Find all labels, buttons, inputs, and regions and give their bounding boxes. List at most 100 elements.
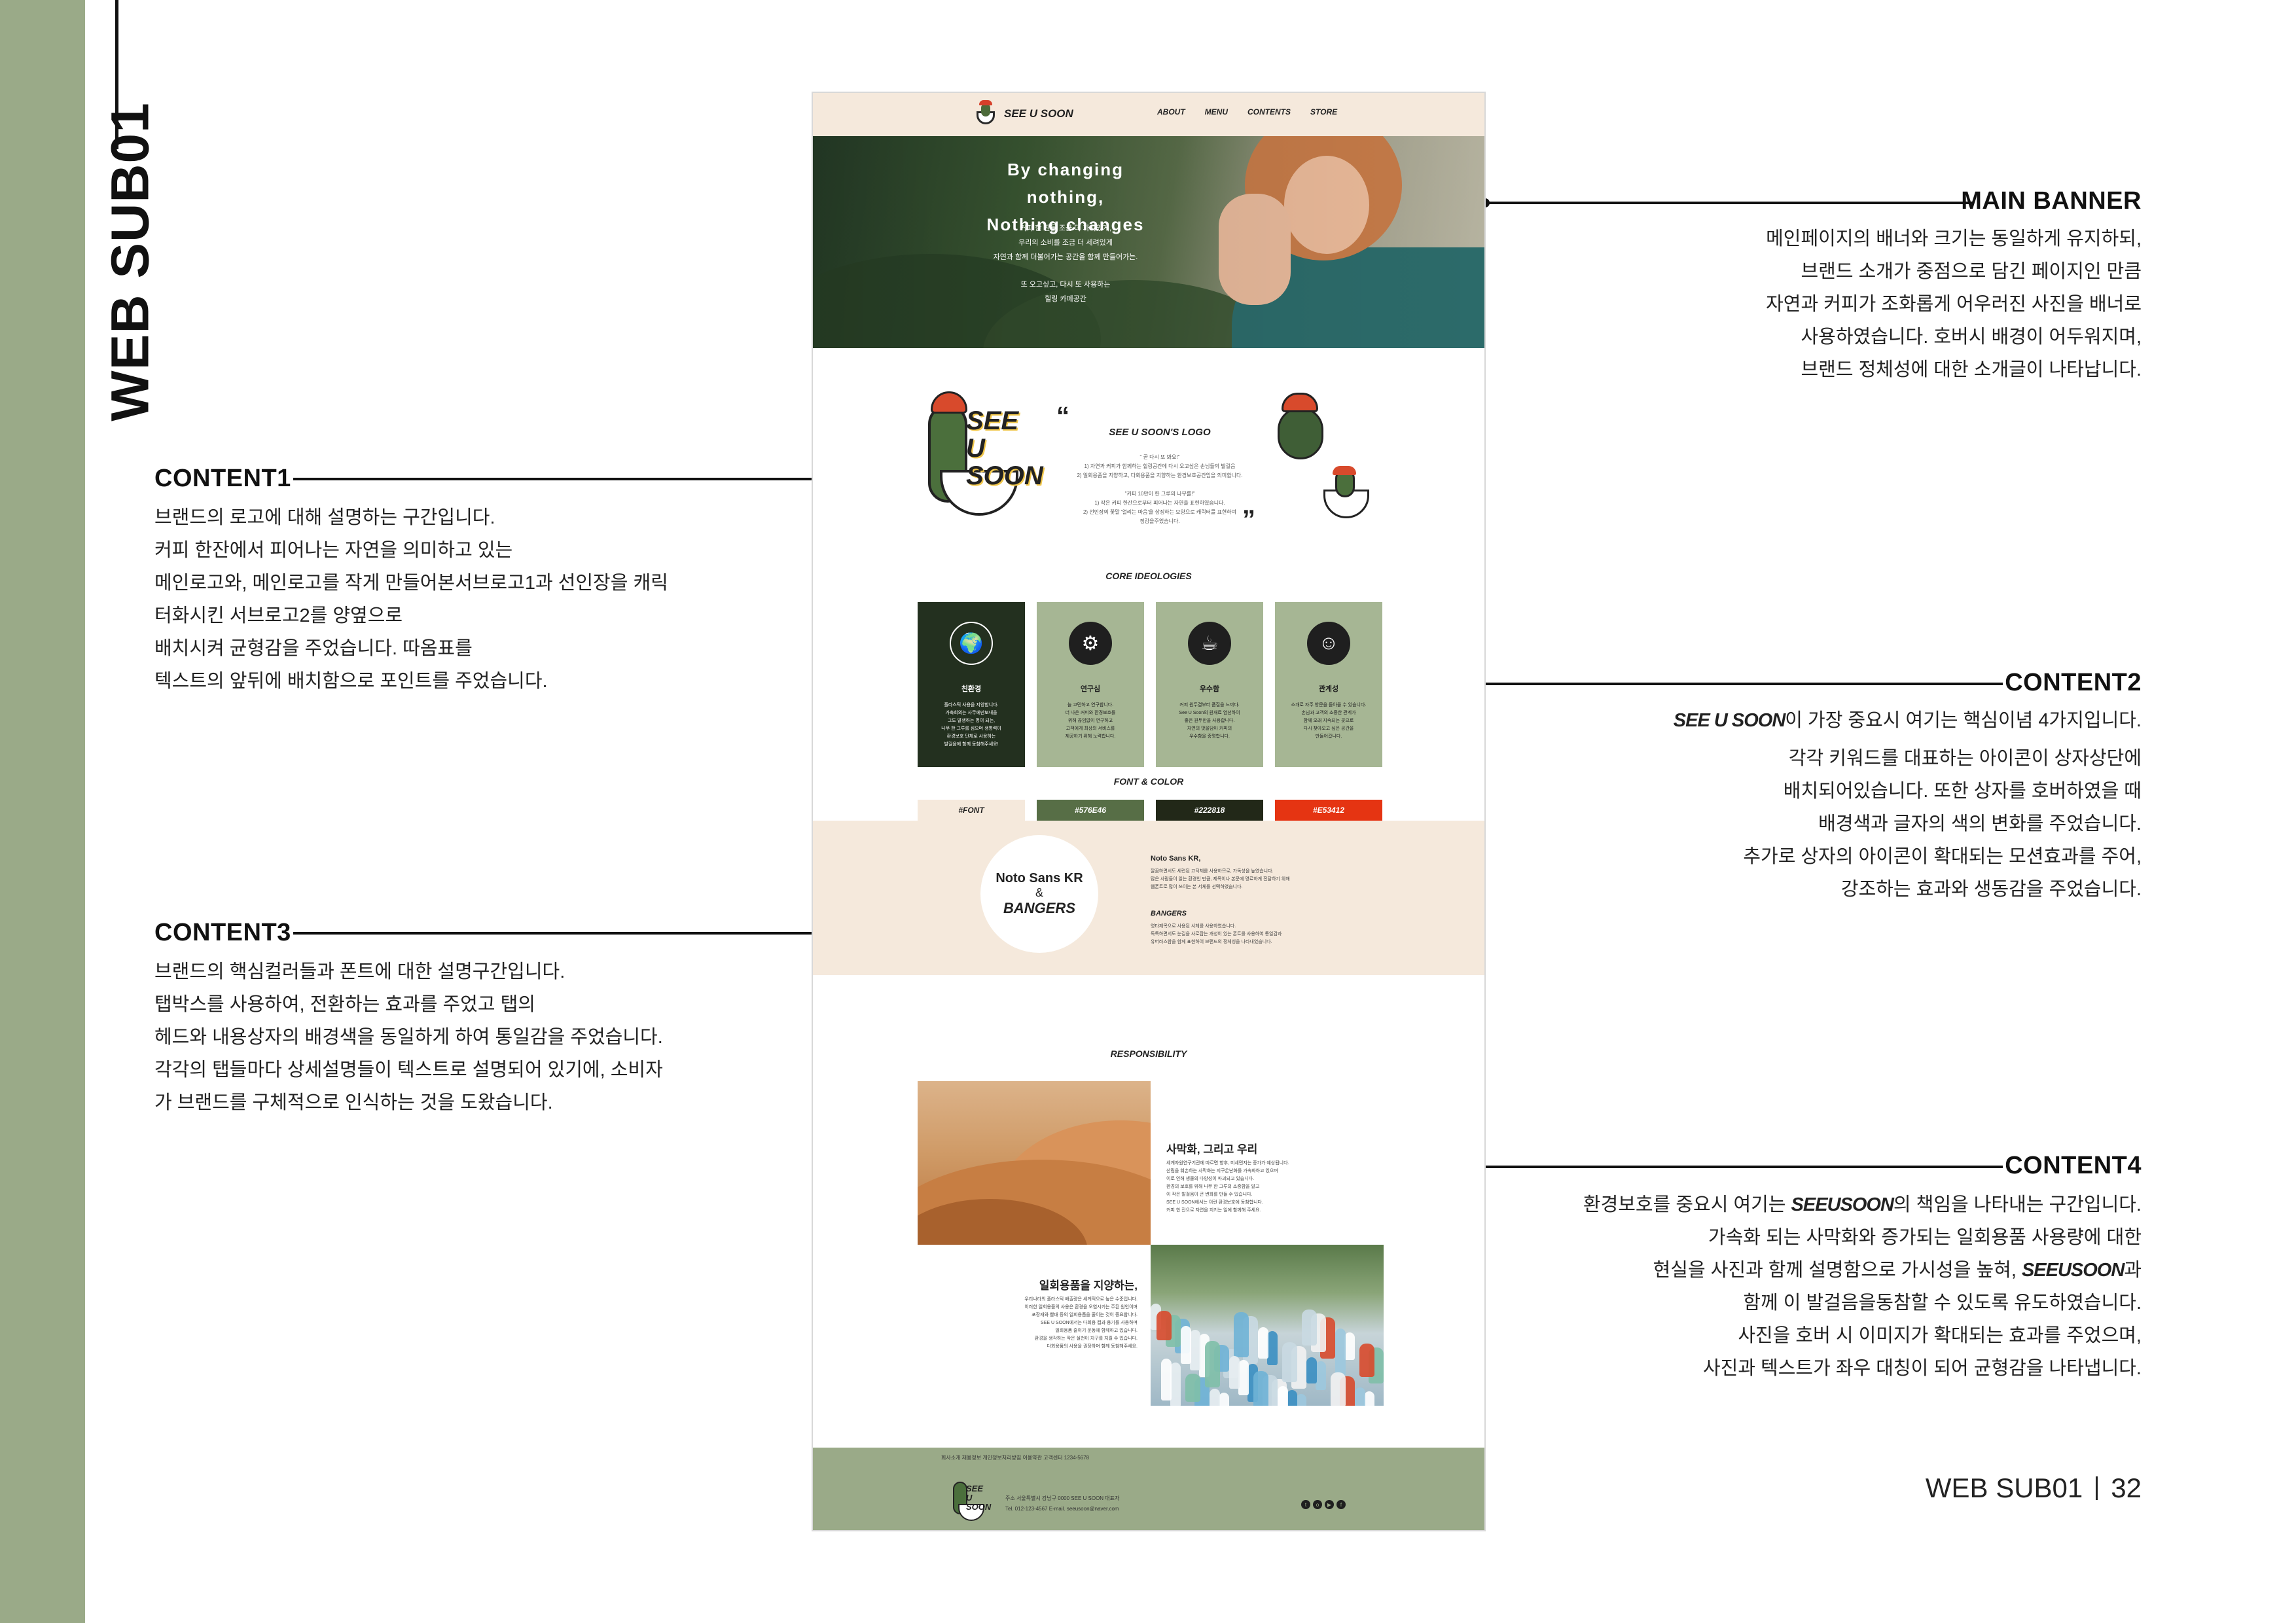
mock-nav-menu: ABOUT MENU CONTENTS STORE [1157,107,1337,116]
mock-nav-logo[interactable]: SEE U SOON [974,100,1073,126]
bottle-shape [1205,1341,1220,1387]
bottle-shape [1278,1386,1288,1406]
twitter-icon[interactable]: t [1301,1500,1310,1509]
content4-title: CONTENT4 [2005,1152,2142,1179]
bottle-shape [1364,1391,1374,1406]
main-logo-illustration: SEE U SOON [918,385,1043,516]
font1-desc: 깔끔하면서도 세련된 고딕체를 사용하므로, 가독성을 높였습니다. 많은 사람… [1151,869,1290,889]
bottle-shape [1335,1329,1346,1376]
banner-leader-line [1483,202,1974,204]
desert-image[interactable] [918,1081,1151,1245]
gear-head-icon: ⚙ [1069,622,1112,665]
font-color-tab-1[interactable]: #FONT [918,800,1025,821]
people-connect-icon: ☺ [1307,622,1350,665]
content2-first-text: 이 가장 중요시 여기는 핵심이념 4가지입니다. [1785,710,2142,731]
nav-item-menu[interactable]: MENU [1204,107,1229,116]
facebook-icon[interactable]: f [1336,1500,1346,1509]
mock-responsibility-section: RESPONSIBILITY 사막화, 그리고 우리 세계자원연구기관에 따르면… [813,1022,1484,1441]
mock-logo-section: SEE U SOON “ SEE U SOON'S LOGO " 곧 다시 또 … [813,348,1484,564]
content2-leader-line [1469,683,2003,685]
core-card-1[interactable]: 🌍 친환경 플라스틱 사용을 지양합니다. 가축회의는 사무에만보내을 그도 발생하… [918,602,1025,767]
page-footer: WEB SUB01 32 [1926,1472,2142,1504]
font-color-title: FONT & COLOR [1113,776,1184,787]
mock-footer: 회사소개 채용정보 개인정보처리방침 이용약관 고객센터 1234-5678 S… [813,1448,1484,1530]
core-card-desc: 늘 고민하고 연구합니다. 더 나은 커피와 환경보호를 위해 끊임없이 연구하… [1065,703,1116,739]
font-color-tab-2[interactable]: #576E46 [1037,800,1144,821]
core-card-name: 연구심 [1080,685,1101,693]
content4-body: 함께 이 발걸음을동참할 수 있도록 유도하였습니다. 사진을 호버 시 이미지… [1702,1293,2142,1379]
plastic-bottles-image[interactable] [1151,1245,1384,1406]
content3-leader-line [293,932,823,935]
bottle-shape [1190,1330,1200,1370]
banner-desc-2: 또 오고싶고, 다시 또 사용하는 힐링 카페공간 [1020,281,1111,303]
bottle-shape [1210,1389,1220,1406]
main-banner-title: MAIN BANNER [1961,187,2142,215]
bottle-shape [1287,1390,1297,1406]
content4-brand-1: SEEUSOON [1791,1194,1894,1215]
main-logo-wordmark: SEE U SOON [966,406,1043,490]
bottle-shape [1238,1360,1249,1395]
youtube-icon[interactable]: ▶ [1325,1500,1334,1509]
bottle-shape [1282,1342,1297,1382]
bottle-shape [1185,1374,1200,1402]
main-banner-body: 메인페이지의 배너와 크기는 동일하게 유지하되, 브랜드 소개가 중점으로 담… [1766,228,2142,380]
content2-title: CONTENT2 [2005,669,2142,696]
content4-line3: 현실을 사진과 함께 설명함으로 가시성을 높혀, SEEUSOON과 [1487,1254,2142,1287]
coffee-bean-icon: ☕ [1188,622,1231,665]
content4-line1: 환경보호를 중요시 여기는 SEEUSOON의 책임을 나타내는 구간입니다. [1487,1188,2142,1221]
content4-line1-pre: 환경보호를 중요시 여기는 [1583,1194,1791,1215]
mock-main-banner[interactable]: By changing nothing, Nothing changes 커피 … [813,136,1484,348]
instagram-icon[interactable]: o [1313,1500,1322,1509]
sub-logo-cup [1317,466,1376,525]
nav-item-contents[interactable]: CONTENTS [1247,107,1291,116]
content3-body: 브랜드의 핵심컬러들과 폰트에 대한 설명구간입니다. 탭박스를 사용하여, 전… [154,961,663,1113]
bottle-shape [1359,1344,1374,1377]
bottle-shape [1296,1394,1306,1406]
content4-brand-2: SEEUSOON [2021,1260,2125,1281]
bottle-shape [1181,1326,1191,1364]
globe-hands-icon: 🌍 [950,622,993,665]
font-color-tab-3[interactable]: #222818 [1156,800,1263,821]
footer-divider [2096,1476,2098,1500]
font2-desc: 영타제목으로 사용된 서체를 사용하였습니다. 독특하면서도 눈길을 사로잡는 … [1151,924,1282,944]
content4-line2: 가속화 되는 사막화와 증가되는 일회용품 사용량에 대한 [1708,1227,2142,1248]
font2-title: BANGERS [1151,910,1187,918]
content4-line1-post: 의 책임을 나타내는 구간입니다. [1893,1194,2142,1215]
font-sample-noto: Noto Sans KR [996,871,1083,885]
content1-title: CONTENT1 [154,465,291,492]
nav-item-store[interactable]: STORE [1310,107,1338,116]
core-card-name: 관계성 [1318,685,1339,693]
content2-brand: SEE U SOON [1673,710,1785,731]
core-card-name: 친환경 [961,685,982,693]
bottle-shape [1306,1357,1317,1383]
responsibility-title: RESPONSIBILITY [1110,1048,1187,1059]
footer-social-icons: t o ▶ f [1301,1500,1346,1509]
content2-first-line: SEE U SOON이 가장 중요시 여기는 핵심이념 4가지입니다. [1552,704,2142,737]
nav-item-about[interactable]: ABOUT [1157,107,1185,116]
mock-nav-bar: SEE U SOON ABOUT MENU CONTENTS STORE [813,93,1484,136]
bottle-shape [1170,1363,1181,1406]
bottle-shape [1302,1310,1317,1346]
content4-leader-line [1469,1166,2003,1168]
side-color-bar [0,0,85,1623]
font-tab-panel: Noto Sans KR & BANGERS Noto Sans KR, 깔끔하… [813,821,1484,975]
logo-section-text: " 곧 다시 또 봐요!" 1) 자연과 커피가 함께하는 힐링공간에 다시 오… [1077,454,1243,524]
font-sample-amp: & [1035,886,1043,899]
font-color-tab-4[interactable]: #E53412 [1275,800,1382,821]
core-card-4[interactable]: ☺ 관계성 소개로 자주 방문을 돌아올 수 있습니다. 손님과 고객의 소중한 관… [1275,602,1382,767]
mock-core-section: CORE IDEOLOGIES 🌍 친환경 플라스틱 사용을 지양합니다. 가축회의… [813,564,1484,774]
core-card-3[interactable]: ☕ 우수함 커피 원두결부터 품질을 느끼다. See U Soon의 원재료 엄선… [1156,602,1263,767]
woman-face-shape [1284,156,1369,254]
bottle-shape [1331,1372,1346,1406]
vertical-rule [115,0,118,149]
cactus-character-logo [1265,387,1336,466]
bottle-shape [1355,1387,1365,1406]
footer-links[interactable]: 회사소개 채용정보 개인정보처리방침 이용약관 고객센터 1234-5678 [941,1455,1090,1461]
core-card-desc: 커피 원두결부터 품질을 느끼다. See U Soon의 원재료 엄선하여 좋… [1179,703,1240,739]
desert-heading: 사막화, 그리고 우리 [1166,1143,1258,1156]
content1-body: 브랜드의 로고에 대해 설명하는 구간입니다. 커피 한잔에서 피어나는 자연을… [154,507,668,692]
plastic-heading: 일회용품을 지양하는, [1039,1279,1138,1292]
website-mockup: SEE U SOON ABOUT MENU CONTENTS STORE By … [812,92,1486,1531]
bottle-shape [1344,1332,1355,1360]
